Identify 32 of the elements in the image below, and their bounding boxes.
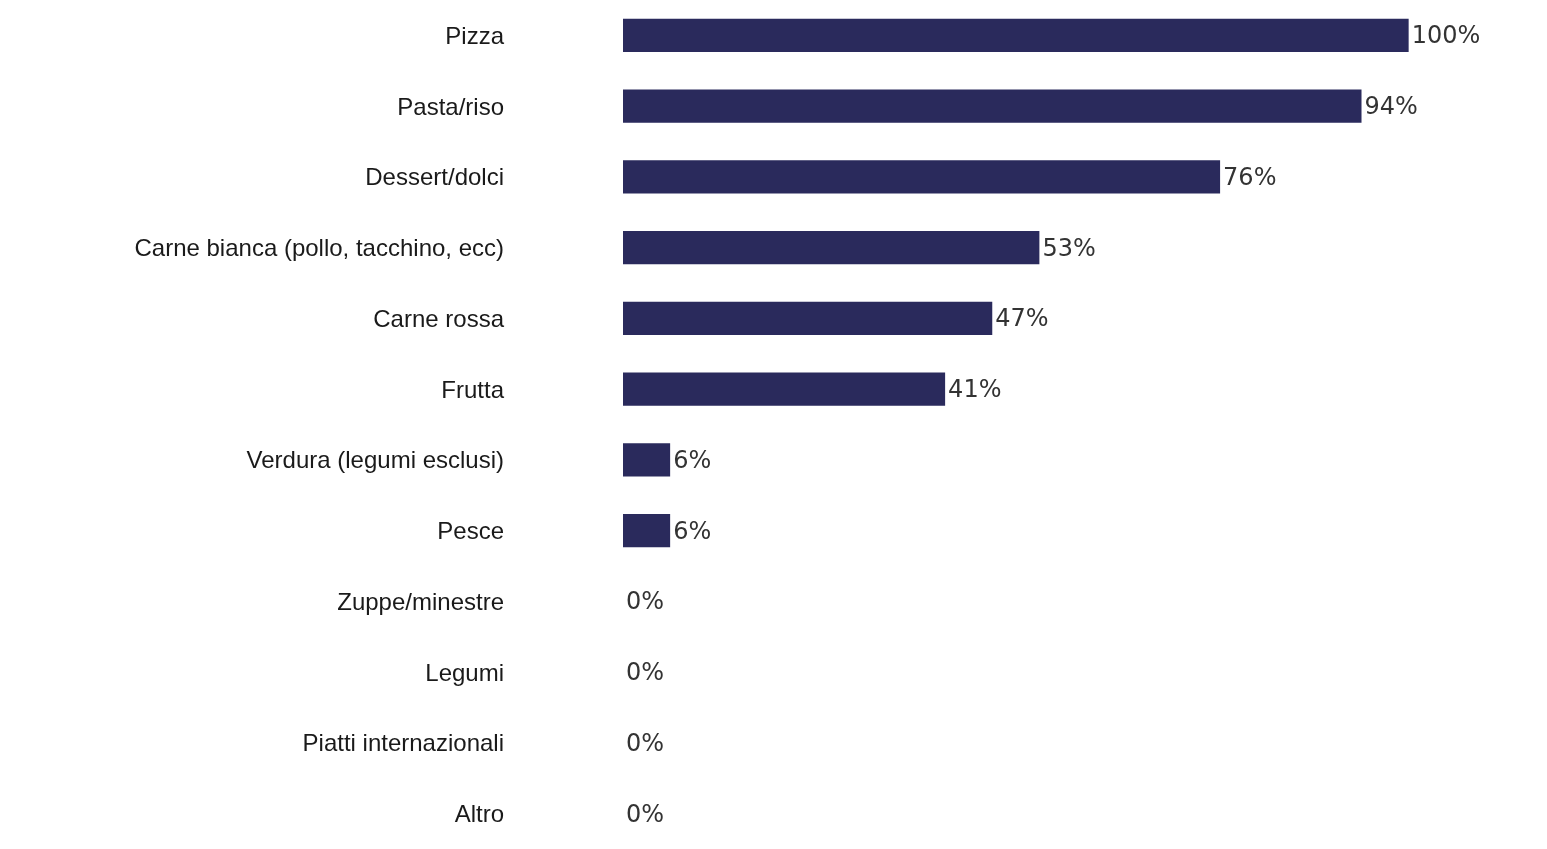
data-label: 0% [626, 799, 665, 828]
y-tick-label: Pesce [437, 517, 504, 545]
bar [623, 231, 1040, 265]
y-tick-label: Pizza [445, 21, 505, 49]
data-label: 0% [626, 728, 665, 757]
data-label: 6% [673, 516, 712, 545]
data-label: 0% [626, 587, 665, 616]
bar [623, 301, 993, 335]
y-tick-label: Dessert/dolci [365, 163, 504, 191]
data-label: 76% [1223, 162, 1277, 191]
data-label: 53% [1042, 233, 1096, 262]
data-label: 47% [995, 304, 1049, 333]
data-label: 6% [673, 445, 712, 474]
data-label: 0% [626, 658, 665, 687]
bar [623, 443, 671, 477]
y-tick-label: Legumi [425, 658, 504, 686]
y-tick-label: Frutta [441, 375, 505, 403]
bar [623, 372, 946, 406]
data-label: 100% [1411, 21, 1481, 50]
data-label: 41% [948, 375, 1002, 404]
y-tick-label: Carne rossa [373, 304, 505, 332]
bar [623, 160, 1221, 194]
bar [623, 89, 1362, 123]
bar [623, 514, 671, 548]
y-tick-label: Pasta/riso [397, 92, 504, 120]
y-tick-label: Zuppe/minestre [337, 587, 504, 615]
bar [623, 18, 1409, 52]
data-label: 94% [1364, 92, 1418, 121]
y-tick-label: Verdura (legumi esclusi) [246, 446, 504, 474]
y-tick-label: Piatti internazionali [302, 729, 504, 757]
y-tick-label: Altro [454, 800, 504, 828]
y-tick-label: Carne bianca (pollo, tacchino, ecc) [134, 234, 504, 262]
